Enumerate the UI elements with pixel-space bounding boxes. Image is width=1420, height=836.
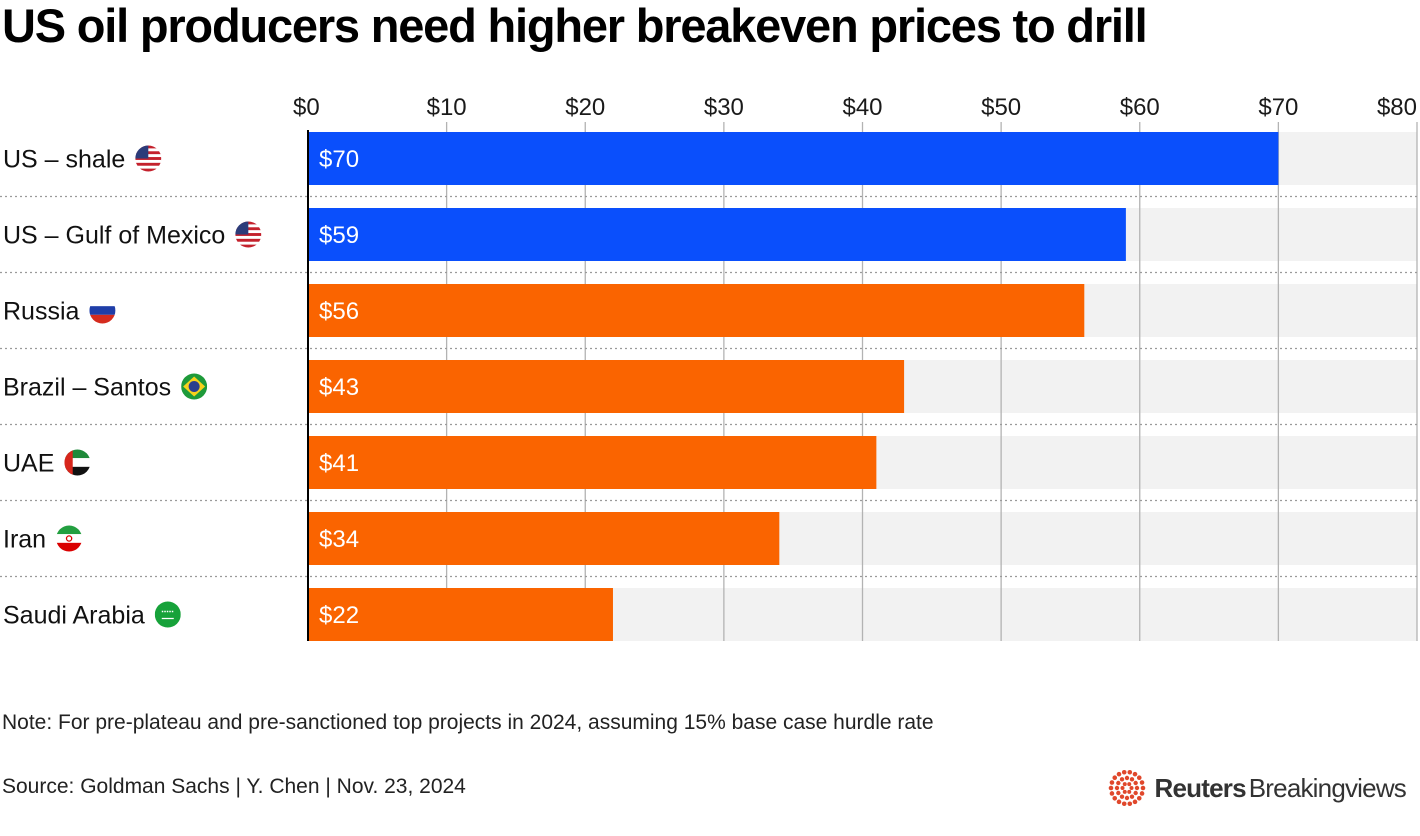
brand-dot: [1108, 785, 1113, 791]
brand-dot: [1109, 791, 1114, 796]
brand-dot: [1120, 786, 1125, 790]
x-tick-label: $60: [1120, 94, 1160, 121]
x-tick-label: $10: [427, 94, 467, 121]
brand-dot: [1115, 780, 1121, 786]
brand-dot: [1136, 795, 1142, 801]
category-label: Russia: [3, 298, 80, 326]
brand-dot: [1126, 782, 1131, 787]
uae-flag-icon: [64, 449, 91, 476]
brand-dot: [1116, 771, 1121, 777]
brand-dot: [1122, 789, 1127, 794]
bar-chart: $0 $10 $20 $30 $40 $50 $60 $70 $80 $70 US – shale $…: [0, 94, 1420, 641]
brand-dot: [1140, 785, 1145, 791]
brand-logo: Reuters Breakingviews: [1107, 768, 1407, 808]
category-label: Brazil – Santos: [3, 374, 171, 402]
bar: [308, 588, 613, 641]
brand-dot: [1132, 799, 1137, 805]
brand-dot: [1116, 799, 1121, 805]
x-tick-label: $70: [1258, 94, 1298, 121]
brand-dot: [1127, 801, 1132, 807]
brand-dot: [1133, 780, 1138, 786]
bar-value-label: $56: [319, 298, 359, 325]
brand-dot: [1139, 780, 1144, 785]
category-label: US – Gulf of Mexico: [3, 222, 225, 250]
bar: [308, 512, 780, 565]
brand-dot: [1119, 794, 1124, 799]
bar: [308, 284, 1085, 337]
chart-title: US oil producers need higher breakeven p…: [2, 0, 1148, 52]
x-tick-label: $50: [981, 94, 1021, 121]
us-flag-icon: [135, 145, 162, 172]
brand-dot: [1126, 789, 1131, 794]
x-tick-label: $80: [1377, 94, 1417, 121]
brand-subname: Breakingviews: [1248, 772, 1407, 803]
bar: [308, 360, 905, 413]
brand-dot: [1129, 777, 1134, 782]
bar-value-label: $59: [319, 222, 359, 249]
bar-value-label: $41: [319, 450, 359, 477]
x-tick-label: $0: [293, 94, 320, 121]
iran-flag-icon: [56, 525, 83, 552]
brand-dot: [1129, 786, 1134, 790]
brand-dot: [1129, 794, 1134, 799]
brand-dot: [1115, 790, 1121, 796]
brand-name: Reuters: [1154, 772, 1247, 803]
bar: [308, 436, 877, 489]
chart-source: Source: Goldman Sachs | Y. Chen | Nov. 2…: [2, 775, 466, 798]
reuters-dots-icon: [1108, 769, 1145, 807]
category-label: UAE: [3, 450, 54, 478]
brand-dot: [1114, 785, 1119, 791]
bar-value-label: $34: [319, 526, 359, 553]
brand-dot: [1109, 780, 1114, 785]
brand-dot: [1111, 795, 1117, 801]
saudi-flag-icon: [154, 601, 181, 628]
brand-dot: [1134, 785, 1139, 791]
brand-dot: [1124, 775, 1129, 781]
bar-value-label: $70: [319, 146, 359, 173]
brand-dot: [1139, 791, 1144, 796]
category-label: Iran: [3, 526, 46, 554]
brand-dot: [1119, 777, 1124, 782]
chart-note: Note: For pre-plateau and pre-sanctioned…: [2, 711, 934, 734]
brand-dot: [1133, 790, 1138, 796]
brand-dot: [1127, 769, 1132, 775]
us-flag-icon: [235, 221, 262, 248]
brand-dot: [1111, 775, 1117, 781]
category-label: Saudi Arabia: [3, 602, 145, 630]
brand-dot: [1136, 775, 1142, 781]
brand-dot: [1132, 771, 1137, 777]
brand-dot: [1121, 801, 1127, 807]
brazil-flag-icon: [181, 373, 208, 400]
russia-flag-icon: [89, 297, 116, 324]
x-tick-label: $20: [565, 94, 605, 121]
bar: [308, 208, 1126, 261]
brand-dot: [1122, 782, 1127, 787]
category-label: US – shale: [3, 146, 125, 174]
bar: [308, 132, 1279, 185]
brand-dot: [1121, 769, 1127, 775]
x-tick-label: $30: [704, 94, 744, 121]
bar-value-label: $22: [319, 602, 359, 629]
bar-value-label: $43: [319, 374, 359, 401]
x-tick-label: $40: [842, 94, 882, 121]
brand-dot: [1124, 795, 1129, 801]
